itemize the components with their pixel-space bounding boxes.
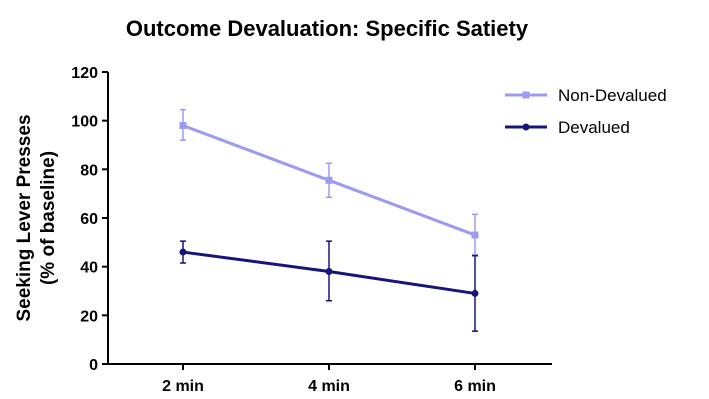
axes: 0 20 40 60 80 100 120 2 min 4 min 6 min bbox=[71, 65, 552, 395]
legend-label: Non-Devalued bbox=[558, 86, 667, 105]
legend-marker bbox=[522, 123, 530, 131]
x-tick-label: 6 min bbox=[454, 378, 496, 395]
data-point bbox=[471, 289, 479, 297]
series-non-devalued bbox=[179, 108, 479, 256]
y-tick-label: 60 bbox=[80, 211, 98, 228]
data-point bbox=[325, 176, 333, 184]
legend: Non-Devalued Devalued bbox=[505, 86, 667, 137]
chart-title: Outcome Devaluation: Specific Satiety bbox=[126, 16, 529, 41]
y-axis-label-line-2: (% of baseline) bbox=[38, 151, 59, 285]
x-tick-label: 2 min bbox=[162, 378, 204, 395]
y-tick-label: 80 bbox=[80, 162, 98, 179]
series-layer bbox=[179, 108, 479, 332]
x-tick-label: 4 min bbox=[308, 378, 350, 395]
data-point bbox=[179, 248, 187, 256]
data-point bbox=[325, 268, 333, 276]
series-devalued bbox=[179, 240, 479, 332]
y-tick-label: 40 bbox=[80, 260, 98, 277]
legend-entry: Non-Devalued bbox=[505, 86, 667, 105]
legend-entry: Devalued bbox=[505, 118, 630, 137]
legend-label: Devalued bbox=[558, 118, 630, 137]
y-axis-label-line-1: Seeking Lever Presses bbox=[14, 114, 35, 321]
data-point bbox=[179, 122, 187, 130]
y-tick-label: 120 bbox=[71, 65, 98, 82]
legend-marker bbox=[522, 91, 530, 99]
y-tick-label: 20 bbox=[80, 308, 98, 325]
data-point bbox=[471, 231, 479, 239]
y-tick-label: 100 bbox=[71, 114, 98, 131]
y-tick-label: 0 bbox=[89, 357, 98, 374]
